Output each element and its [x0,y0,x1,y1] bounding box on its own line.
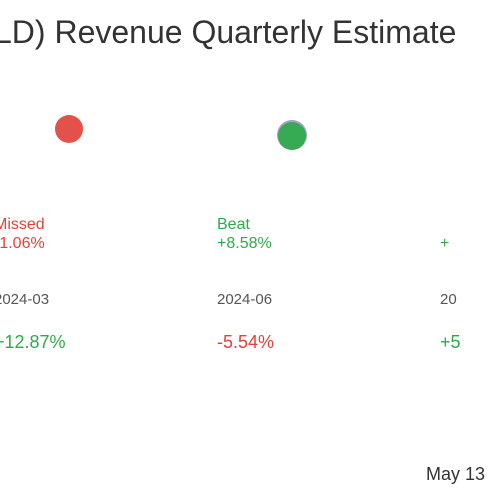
growth-label: +12.87% [0,332,66,352]
surprise-label: +8.58% [217,235,272,252]
beat-marker [278,122,306,150]
chart-title: LD) Revenue Quarterly Estimate [0,14,457,50]
quarter-date-label: 2024-03 [0,291,50,308]
result-label: Missed [0,216,45,233]
result-label: Beat [217,216,250,233]
quarter-date-label: 2024-06 [217,291,273,308]
quarter-date-label: 20 [440,291,457,308]
growth-label: +5 [440,332,461,352]
footer-date: May 13 [426,464,486,484]
surprise-label: -1.06% [0,235,45,252]
missed-marker [55,115,83,143]
surprise-label: + [440,235,450,252]
growth-label: -5.54% [217,332,275,352]
